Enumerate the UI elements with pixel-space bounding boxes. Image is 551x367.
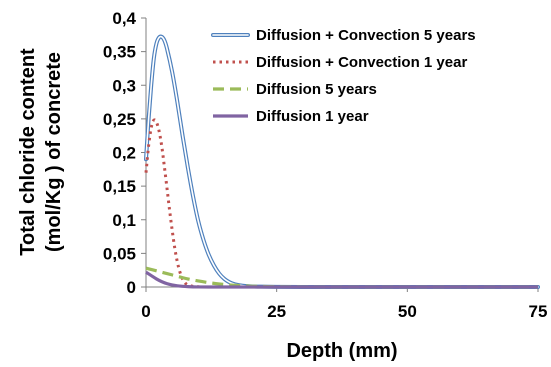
series-line-3 bbox=[145, 266, 538, 289]
x-tick-label: 75 bbox=[529, 302, 548, 321]
x-tick-label: 25 bbox=[267, 302, 286, 321]
legend-label: Diffusion + Convection 1 year bbox=[256, 54, 467, 71]
x-tick-label: 0 bbox=[141, 302, 150, 321]
x-tick-label: 50 bbox=[398, 302, 417, 321]
legend-item: Diffusion + Convection 1 year bbox=[213, 54, 467, 71]
tick-labels: 0 0,05 0,1 0,15 0,2 0,25 0,3 0,35 0,4 0 25 50 75 bbox=[103, 9, 548, 321]
legend-label: Diffusion + Convection 5 years bbox=[256, 27, 476, 44]
series-lines bbox=[144, 34, 540, 290]
y-tick-label: 0,2 bbox=[112, 144, 136, 163]
series-line-1 bbox=[144, 34, 540, 290]
y-tick-label: 0 bbox=[127, 278, 136, 297]
series-line-4 bbox=[145, 270, 538, 289]
series-line bbox=[145, 270, 538, 289]
y-tick-label: 0,15 bbox=[103, 177, 136, 196]
y-tick-label: 0,4 bbox=[112, 9, 136, 28]
legend-item: Diffusion + Convection 5 years bbox=[211, 27, 476, 44]
y-axis-title-group: Total chloride content (mol/Kg ) of conc… bbox=[17, 48, 65, 256]
series-line bbox=[145, 266, 538, 289]
y-tick-label: 0,1 bbox=[112, 211, 136, 230]
y-tick-label: 0,35 bbox=[103, 43, 136, 62]
legend-item: Diffusion 1 year bbox=[213, 108, 369, 125]
legend-label: Diffusion 1 year bbox=[256, 108, 369, 125]
y-tick-label: 0,25 bbox=[103, 110, 136, 129]
x-axis-title: Depth (mm) bbox=[286, 340, 397, 362]
series-line-2 bbox=[144, 118, 538, 289]
series-line bbox=[144, 118, 538, 289]
series-line-outer bbox=[144, 34, 540, 290]
legend: Diffusion + Convection 5 years Diffusion … bbox=[211, 27, 476, 125]
y-tick-label: 0,05 bbox=[103, 244, 136, 263]
y-tick-label: 0,3 bbox=[112, 76, 136, 95]
legend-label: Diffusion 5 years bbox=[256, 81, 377, 98]
y-axis-title-line-1: Total chloride content bbox=[17, 48, 39, 256]
legend-item: Diffusion 5 years bbox=[213, 81, 377, 98]
y-axis-title-line-2: (mol/Kg ) of concrete bbox=[43, 52, 65, 252]
